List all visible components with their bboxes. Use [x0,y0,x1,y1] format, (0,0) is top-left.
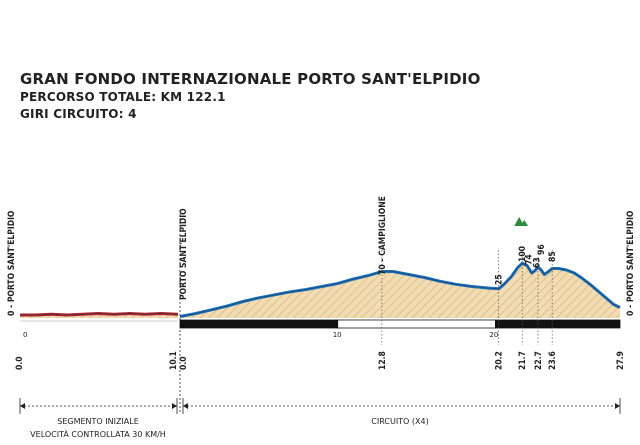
climb-label-63: 63 [532,257,542,268]
climb-label-96: 96 [537,244,547,255]
climb-label-100: 100 [518,246,528,262]
header: GRAN FONDO INTERNAZIONALE PORTO SANT'ELP… [20,70,481,123]
km-label-23-6: 23.6 [548,351,558,370]
km-label-end: 27.9 [616,351,626,370]
summit-icon-secondary [520,220,529,226]
circuit-span-arrow-left [183,403,188,409]
circuit-span-arrow-right [615,403,620,409]
km-bar-block [495,319,621,329]
location-porto-label: PORTO SANT'ELPIDIO [179,208,189,300]
segment-initial-name: SEGMENTO INIZIALE [57,417,139,426]
km-bar-block [179,319,339,329]
circuit-laps: GIRI CIRCUITO: 4 [20,107,137,121]
location-start-label: 0 - PORTO SANT'ELPIDIO [7,210,17,316]
climb-label-85: 85 [548,251,558,262]
km-label-campiglione: 12.8 [378,351,388,370]
segment-initial-line-outline [20,313,179,316]
km-label-start: 0.0 [15,356,25,370]
segment-initial-span-arrow-left [20,403,25,409]
climb-label-25: 25 [495,274,505,285]
segment-initial-span-arrow-right [172,403,177,409]
km-label-segment-end: 10.1 [169,351,179,370]
km-label-20-2: 20.2 [495,351,505,370]
km-label-22-7: 22.7 [534,351,544,370]
bar-tick-0: 0 [23,331,27,339]
bar-tick-20: 20 [489,331,498,339]
location-end-label: 0 - PORTO SANT'ELPIDIO [626,210,636,316]
km-label-circuit-start: 0.0 [179,356,189,370]
page-title: GRAN FONDO INTERNAZIONALE PORTO SANT'ELP… [20,70,481,88]
total-distance: PERCORSO TOTALE: KM 122.1 [20,90,226,104]
circuit-name: CIRCUITO (X4) [371,417,428,426]
circuit-area [180,263,620,318]
km-label-21-7: 21.7 [518,351,528,370]
bar-tick-10: 10 [333,331,342,339]
climb-label-70-campiglione: 70 - CAMPIGLIONE [378,196,388,275]
climb-label-74: 74 [525,254,535,265]
segment-initial-note: VELOCITÀ CONTROLLATA 30 KM/H [30,428,166,439]
km-bar-block [337,319,496,329]
